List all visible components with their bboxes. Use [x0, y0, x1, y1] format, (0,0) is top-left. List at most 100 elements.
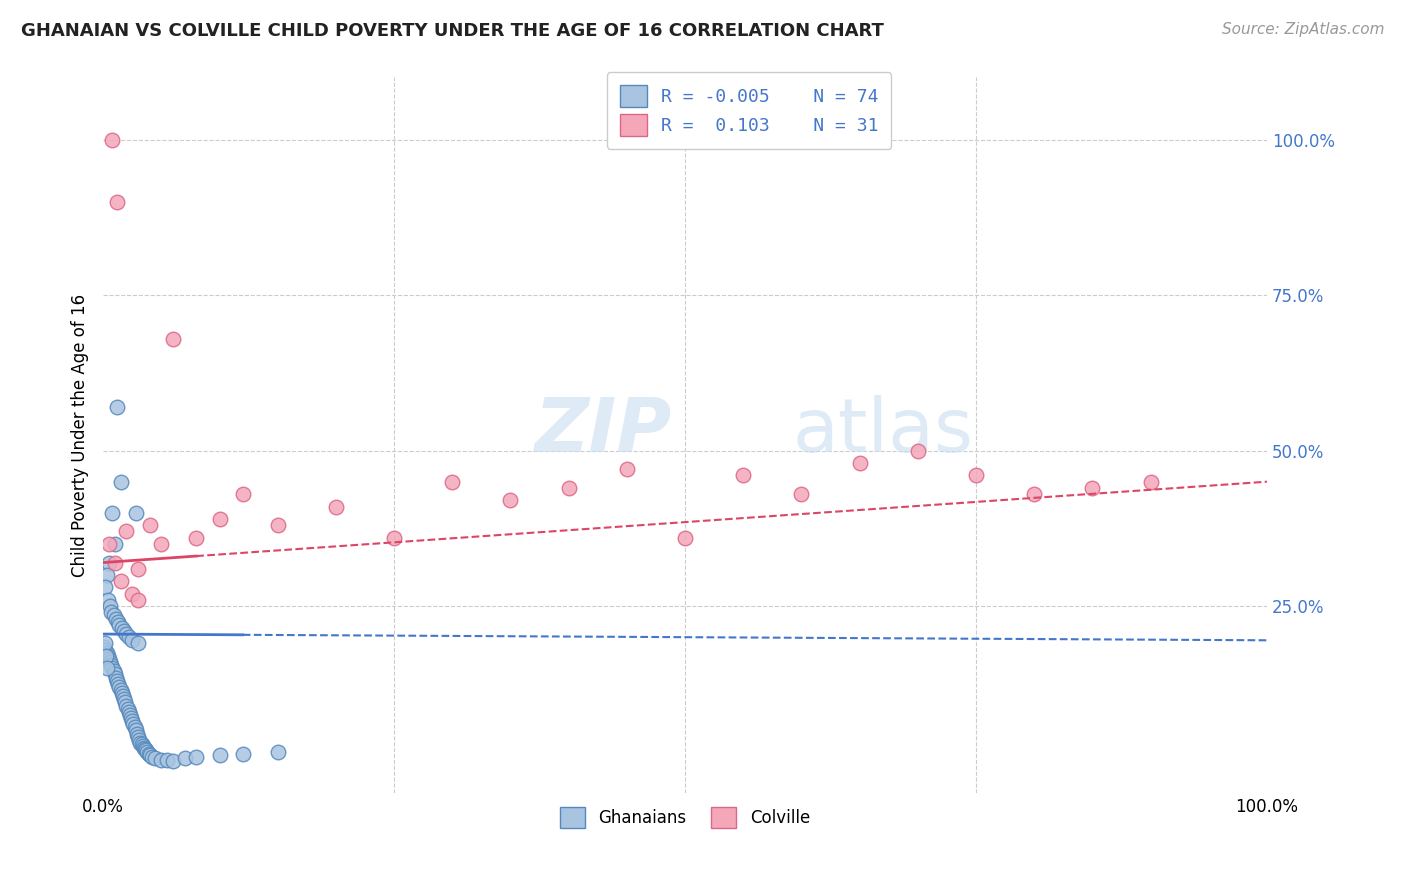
Point: [115, 524, 138, 539]
Point: [138, 747, 160, 761]
Point: [499, 493, 522, 508]
Point: [208, 512, 231, 526]
Point: [131, 737, 153, 751]
Point: [145, 751, 167, 765]
Point: [132, 740, 155, 755]
Point: [105, 194, 128, 209]
Point: [134, 742, 156, 756]
Point: [156, 753, 179, 767]
Point: [1081, 481, 1104, 495]
Legend: Ghanaians, Colville: Ghanaians, Colville: [554, 801, 817, 834]
Point: [124, 720, 146, 734]
Point: [1024, 487, 1046, 501]
Point: [907, 443, 929, 458]
Point: [117, 702, 139, 716]
Point: [93, 640, 115, 654]
Point: [105, 400, 128, 414]
Point: [98, 655, 121, 669]
Point: [97, 556, 120, 570]
Text: ZIP: ZIP: [534, 395, 672, 468]
Text: GHANAIAN VS COLVILLE CHILD POVERTY UNDER THE AGE OF 16 CORRELATION CHART: GHANAIAN VS COLVILLE CHILD POVERTY UNDER…: [21, 22, 884, 40]
Point: [325, 500, 347, 514]
Point: [108, 617, 131, 632]
Point: [136, 745, 159, 759]
Point: [128, 732, 150, 747]
Point: [232, 747, 254, 761]
Point: [101, 661, 124, 675]
Point: [120, 711, 142, 725]
Point: [118, 707, 141, 722]
Point: [121, 633, 143, 648]
Text: atlas: atlas: [793, 395, 973, 468]
Point: [186, 749, 208, 764]
Point: [111, 686, 134, 700]
Point: [267, 518, 290, 533]
Point: [100, 605, 122, 619]
Point: [104, 671, 127, 685]
Point: [127, 730, 149, 744]
Point: [110, 574, 132, 589]
Point: [138, 518, 160, 533]
Point: [97, 652, 120, 666]
Point: [100, 658, 122, 673]
Point: [127, 592, 149, 607]
Point: [1139, 475, 1161, 489]
Point: [96, 568, 118, 582]
Point: [103, 665, 125, 679]
Point: [115, 627, 138, 641]
Point: [557, 481, 579, 495]
Point: [162, 754, 184, 768]
Y-axis label: Child Poverty Under the Age of 16: Child Poverty Under the Age of 16: [72, 293, 89, 576]
Point: [150, 753, 173, 767]
Point: [131, 739, 153, 753]
Text: Source: ZipAtlas.com: Source: ZipAtlas.com: [1222, 22, 1385, 37]
Point: [267, 745, 290, 759]
Point: [114, 696, 136, 710]
Point: [848, 456, 870, 470]
Point: [110, 683, 132, 698]
Point: [94, 581, 117, 595]
Point: [94, 636, 117, 650]
Point: [173, 751, 195, 765]
Point: [107, 677, 129, 691]
Point: [965, 468, 987, 483]
Point: [97, 592, 120, 607]
Point: [112, 624, 135, 638]
Point: [98, 599, 121, 613]
Point: [125, 723, 148, 738]
Point: [94, 648, 117, 663]
Point: [186, 531, 208, 545]
Point: [94, 642, 117, 657]
Point: [96, 661, 118, 675]
Point: [97, 537, 120, 551]
Point: [104, 556, 127, 570]
Point: [104, 667, 127, 681]
Point: [101, 506, 124, 520]
Point: [138, 748, 160, 763]
Point: [111, 621, 134, 635]
Point: [208, 748, 231, 763]
Point: [115, 698, 138, 713]
Point: [112, 692, 135, 706]
Point: [127, 636, 149, 650]
Point: [122, 717, 145, 731]
Point: [232, 487, 254, 501]
Point: [97, 648, 120, 663]
Point: [135, 743, 157, 757]
Point: [441, 475, 464, 489]
Point: [104, 537, 127, 551]
Point: [125, 506, 148, 520]
Point: [111, 690, 134, 704]
Point: [96, 646, 118, 660]
Point: [141, 749, 163, 764]
Point: [101, 133, 124, 147]
Point: [129, 736, 152, 750]
Point: [110, 475, 132, 489]
Point: [118, 630, 141, 644]
Point: [790, 487, 813, 501]
Point: [382, 531, 405, 545]
Point: [104, 611, 127, 625]
Point: [105, 673, 128, 688]
Point: [162, 332, 184, 346]
Point: [150, 537, 173, 551]
